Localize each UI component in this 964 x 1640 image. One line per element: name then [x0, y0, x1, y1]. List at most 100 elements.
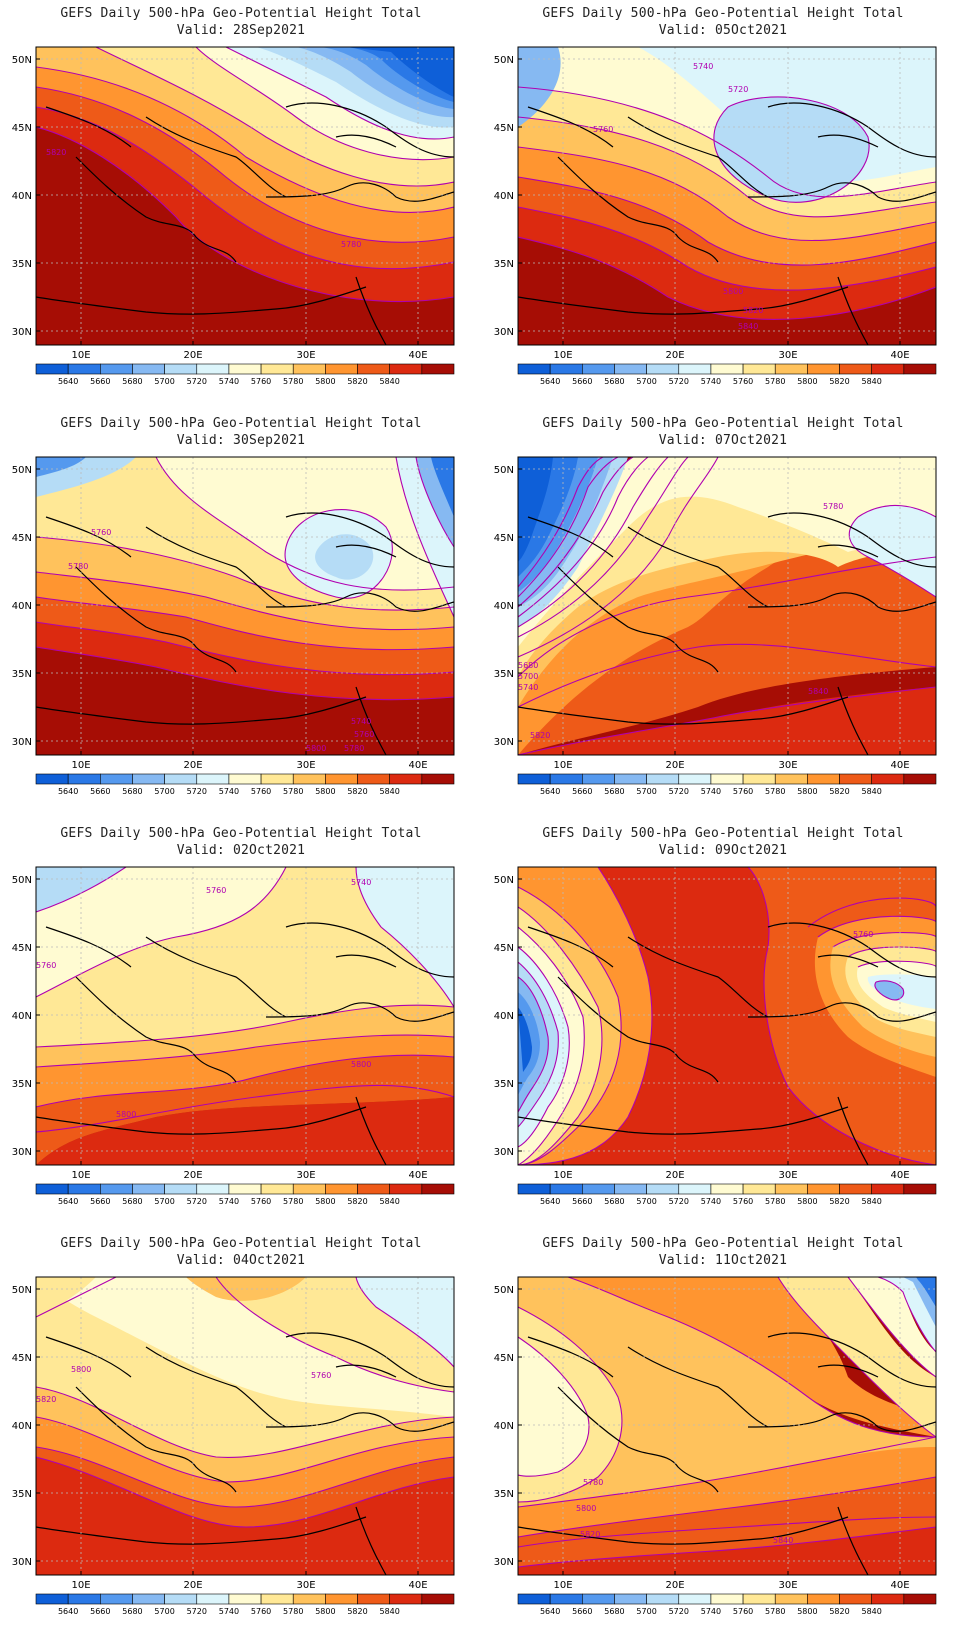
- height-band: [568, 1277, 936, 1437]
- contour-line: [518, 976, 549, 1113]
- contour-label: 5740: [518, 683, 538, 692]
- contour-line: [284, 509, 393, 599]
- colorbar-label: 5760: [733, 1607, 753, 1616]
- lon-tick-label: 20E: [665, 1170, 684, 1181]
- lat-tick-label: 40N: [12, 191, 32, 202]
- contour-line: [518, 116, 936, 218]
- contour-label: 5680: [518, 661, 538, 670]
- coastlines: [36, 922, 454, 1165]
- colorbar-swatch: [260, 363, 294, 375]
- lat-tick-label: 50N: [12, 1285, 32, 1296]
- colorbar-label: 5800: [797, 787, 817, 796]
- colorbar-label: 5820: [347, 1607, 367, 1616]
- lon-tick-label: 20E: [665, 760, 684, 771]
- map-canvas: 5800 5760 5820 50N 45N 40N 35N 30N 10E 20E 30E 40E 5…: [12, 1276, 455, 1616]
- colorbar-label: 5840: [380, 787, 400, 796]
- lon-tick-label: 30E: [296, 1170, 315, 1181]
- colorbar-label: 5740: [219, 1607, 239, 1616]
- colorbar-swatch: [132, 773, 165, 785]
- lon-tick-label: 10E: [71, 1170, 90, 1181]
- colorbar-label: 5820: [347, 787, 367, 796]
- colorbar-swatch: [389, 363, 423, 375]
- lat-tick-label: 50N: [494, 1285, 514, 1296]
- colorbar-label: 5660: [90, 377, 110, 386]
- colorbar-label: 5760: [733, 377, 753, 386]
- colorbar-label: 5680: [604, 1607, 624, 1616]
- colorbar-label: 5700: [636, 787, 656, 796]
- colorbar-swatch: [839, 363, 872, 375]
- colorbar-label: 5780: [283, 1607, 303, 1616]
- colorbar-swatch: [164, 363, 198, 375]
- panel-valid-date: Valid: 07Oct2021: [658, 433, 788, 448]
- colorbar-swatch: [389, 773, 423, 785]
- colorbar-label: 5720: [187, 1197, 207, 1206]
- colorbar-label: 5640: [58, 787, 78, 796]
- contour-line: [518, 946, 570, 1148]
- colorbar-swatch: [35, 363, 69, 375]
- contour-line: [36, 106, 454, 270]
- contour-label: 5800: [351, 1060, 371, 1069]
- colorbar-swatch: [421, 773, 455, 785]
- lat-tick-label: 45N: [494, 943, 514, 954]
- colorbar: 5640 5660 5680 5700 5720 5740 5760 5780 5800 5820…: [35, 1183, 455, 1206]
- lon-tick-label: 10E: [553, 760, 572, 771]
- colorbar-label: 5840: [862, 1607, 882, 1616]
- lat-tick-label: 40N: [12, 1421, 32, 1432]
- lon-tick-label: 20E: [183, 1580, 202, 1591]
- contour-line: [518, 1436, 936, 1508]
- lon-tick-label: 30E: [778, 1170, 797, 1181]
- lat-tick-label: 30N: [12, 327, 32, 338]
- colorbar-label: 5700: [636, 377, 656, 386]
- contour-line: [36, 1416, 454, 1483]
- map-frame: [517, 1276, 937, 1576]
- lat-tick-label: 30N: [12, 737, 32, 748]
- contour-line: [36, 126, 454, 303]
- lat-tick-label: 40N: [12, 1011, 32, 1022]
- map-frame: [35, 866, 455, 1166]
- height-band: [356, 867, 454, 1007]
- contour-label: 5820: [36, 1395, 56, 1404]
- contour-line: [415, 457, 454, 548]
- lon-tick-label: 30E: [296, 1580, 315, 1591]
- colorbar-swatch: [357, 1183, 390, 1195]
- colorbar-swatch: [100, 1593, 133, 1605]
- lat-tick-label: 50N: [12, 875, 32, 886]
- map-canvas: 5780 5680 5700 5740 5820 5840 50N 45N 40N 35N 30N 1…: [494, 456, 937, 796]
- colorbar-label: 5780: [765, 1197, 785, 1206]
- colorbar-swatch: [357, 1593, 390, 1605]
- colorbar-label: 5660: [572, 1197, 592, 1206]
- height-band: [518, 457, 553, 562]
- height-field: [36, 867, 454, 1165]
- colorbar-label: 5660: [572, 377, 592, 386]
- contour-line: [518, 556, 936, 678]
- colorbar-swatch: [228, 773, 262, 785]
- map-frame: [517, 46, 937, 346]
- colorbar-swatch: [196, 363, 230, 375]
- contour-label: 5820: [530, 731, 550, 740]
- lon-tick-label: 30E: [778, 760, 797, 771]
- height-band: [849, 505, 936, 597]
- contour-label: 5800: [71, 1365, 91, 1374]
- colorbar-swatch: [807, 363, 840, 375]
- panel-title: GEFS Daily 500-hPa Geo-Potential Height …: [542, 1236, 904, 1251]
- colorbar-label: 5660: [90, 787, 110, 796]
- height-band: [346, 47, 454, 97]
- colorbar-label: 5760: [733, 787, 753, 796]
- lon-tick-label: 30E: [296, 760, 315, 771]
- colorbar-swatch: [164, 1593, 198, 1605]
- colorbar-label: 5740: [219, 1197, 239, 1206]
- map-panel: GEFS Daily 500-hPa Geo-Potential Height …: [0, 820, 482, 1230]
- colorbar-swatch: [614, 363, 647, 375]
- lat-tick-label: 50N: [494, 55, 514, 66]
- colorbar-label: 5760: [733, 1197, 753, 1206]
- colorbar-swatch: [517, 363, 551, 375]
- contour-lines: [36, 1277, 454, 1528]
- colorbar-swatch: [67, 1593, 101, 1605]
- colorbar-swatch: [100, 1183, 133, 1195]
- colorbar-label: 5640: [540, 787, 560, 796]
- colorbar-swatch: [839, 773, 872, 785]
- map-panel: GEFS Daily 500-hPa Geo-Potential Height …: [482, 410, 964, 820]
- colorbar-label: 5640: [540, 377, 560, 386]
- colorbar-swatch: [67, 1183, 101, 1195]
- colorbar-label: 5640: [58, 377, 78, 386]
